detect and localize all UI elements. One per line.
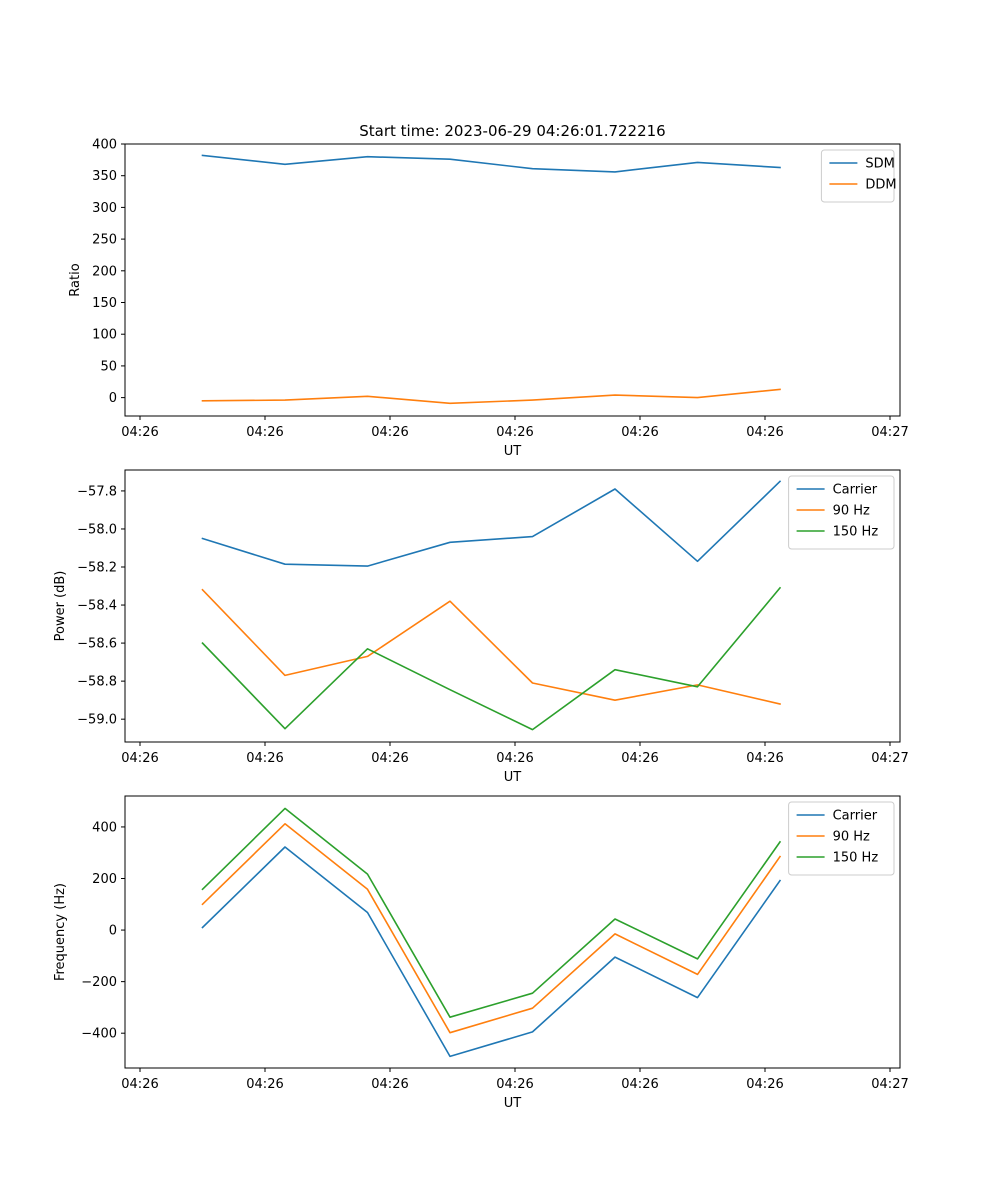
x-tick-label: 04:27 bbox=[871, 1077, 908, 1092]
series-line-ddm bbox=[201, 388, 781, 405]
x-axis-label: UT bbox=[504, 770, 522, 785]
figure-title: Start time: 2023-06-29 04:26:01.722216 bbox=[359, 122, 665, 140]
y-tick-label: 100 bbox=[92, 328, 117, 343]
axes-frame bbox=[124, 795, 901, 1069]
legend-label: 90 Hz bbox=[833, 504, 870, 519]
y-tick-label: −58.6 bbox=[77, 637, 117, 652]
legend: Carrier 90 Hz 150 Hz bbox=[788, 801, 895, 876]
legend-label: DDM bbox=[865, 178, 896, 193]
axes-frame bbox=[124, 143, 901, 417]
y-tick-label: −58.2 bbox=[77, 561, 117, 576]
y-tick-label: −58.0 bbox=[77, 522, 117, 537]
legend-label: 90 Hz bbox=[833, 830, 870, 845]
y-tick-label: 300 bbox=[92, 201, 117, 216]
frequency-chart: 04:26 04:26 04:26 04:26 04:26 04:26 04:27 −400 −… bbox=[53, 795, 909, 1111]
x-tick-label: 04:26 bbox=[371, 425, 408, 440]
x-tick-label: 04:26 bbox=[621, 425, 658, 440]
ratio-chart: 04:26 04:26 04:26 04:26 04:26 04:26 04:27 0 50 10… bbox=[68, 138, 909, 460]
x-tick-label: 04:26 bbox=[496, 425, 533, 440]
x-axis-label: UT bbox=[504, 444, 522, 459]
legend: SDM DDM bbox=[820, 149, 897, 203]
y-tick-label: 200 bbox=[92, 264, 117, 279]
x-tick-label: 04:26 bbox=[121, 425, 158, 440]
power-chart: 04:26 04:26 04:26 04:26 04:26 04:26 04:27 −59.0… bbox=[53, 469, 909, 785]
series-line-150-hz bbox=[201, 807, 782, 1019]
series-line-150-hz bbox=[201, 586, 782, 731]
y-tick-label: 200 bbox=[92, 872, 117, 887]
x-tick-label: 04:27 bbox=[871, 751, 908, 766]
series-line-90-hz bbox=[201, 588, 781, 705]
x-tick-label: 04:26 bbox=[371, 751, 408, 766]
y-tick-label: 350 bbox=[92, 169, 117, 184]
y-tick-label: 0 bbox=[109, 924, 117, 939]
y-tick-label: 0 bbox=[109, 391, 117, 406]
y-axis-label: Power (dB) bbox=[53, 571, 68, 642]
y-axis-label: Ratio bbox=[68, 263, 83, 296]
x-tick-label: 04:26 bbox=[746, 425, 783, 440]
y-tick-label: −59.0 bbox=[77, 713, 117, 728]
series-line-sdm bbox=[201, 154, 781, 173]
axes-frame bbox=[124, 469, 901, 743]
y-tick-label: 400 bbox=[92, 820, 117, 835]
legend-label: 150 Hz bbox=[833, 851, 879, 866]
x-tick-label: 04:26 bbox=[746, 751, 783, 766]
x-tick-label: 04:26 bbox=[746, 1077, 783, 1092]
x-tick-label: 04:26 bbox=[121, 751, 158, 766]
y-tick-label: −200 bbox=[81, 975, 117, 990]
y-tick-label: −58.4 bbox=[77, 599, 117, 614]
legend-label: Carrier bbox=[833, 483, 878, 498]
legend-label: SDM bbox=[865, 157, 894, 172]
x-tick-label: 04:26 bbox=[246, 751, 283, 766]
x-tick-label: 04:26 bbox=[621, 751, 658, 766]
x-tick-label: 04:26 bbox=[121, 1077, 158, 1092]
x-tick-label: 04:26 bbox=[621, 1077, 658, 1092]
y-tick-label: −58.8 bbox=[77, 675, 117, 690]
x-tick-label: 04:27 bbox=[871, 425, 908, 440]
y-tick-label: −400 bbox=[81, 1027, 117, 1042]
y-tick-label: −57.8 bbox=[77, 484, 117, 499]
y-tick-label: 50 bbox=[100, 359, 117, 374]
x-tick-label: 04:26 bbox=[246, 425, 283, 440]
legend-label: 150 Hz bbox=[833, 525, 879, 540]
y-tick-label: 400 bbox=[92, 138, 117, 153]
legend-label: Carrier bbox=[833, 809, 878, 824]
series-line-carrier bbox=[201, 480, 782, 567]
series-line-carrier bbox=[201, 846, 782, 1058]
x-tick-label: 04:26 bbox=[371, 1077, 408, 1092]
y-tick-label: 150 bbox=[92, 296, 117, 311]
x-tick-label: 04:26 bbox=[246, 1077, 283, 1092]
y-tick-label: 250 bbox=[92, 233, 117, 248]
y-axis-label: Frequency (Hz) bbox=[53, 883, 68, 981]
x-tick-label: 04:26 bbox=[496, 1077, 533, 1092]
x-tick-label: 04:26 bbox=[496, 751, 533, 766]
x-axis-label: UT bbox=[504, 1096, 522, 1111]
legend: Carrier 90 Hz 150 Hz bbox=[788, 475, 895, 550]
series-line-90-hz bbox=[201, 822, 782, 1034]
